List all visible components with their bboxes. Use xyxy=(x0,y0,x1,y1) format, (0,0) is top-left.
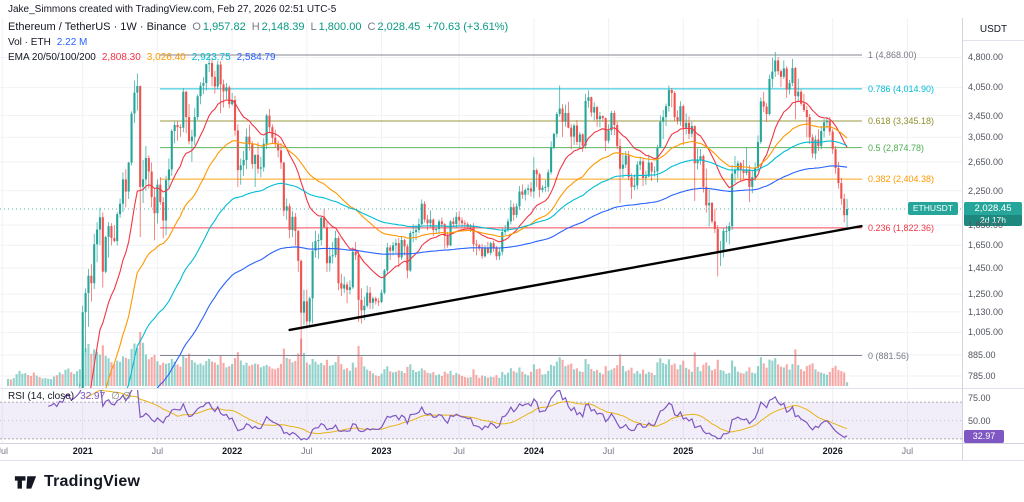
tradingview-logo-icon xyxy=(14,476,37,489)
footer-bar: TradingView xyxy=(0,460,1024,502)
tradingview-logo[interactable]: TradingView xyxy=(14,472,140,491)
tradingview-logo-text: TradingView xyxy=(44,472,141,490)
